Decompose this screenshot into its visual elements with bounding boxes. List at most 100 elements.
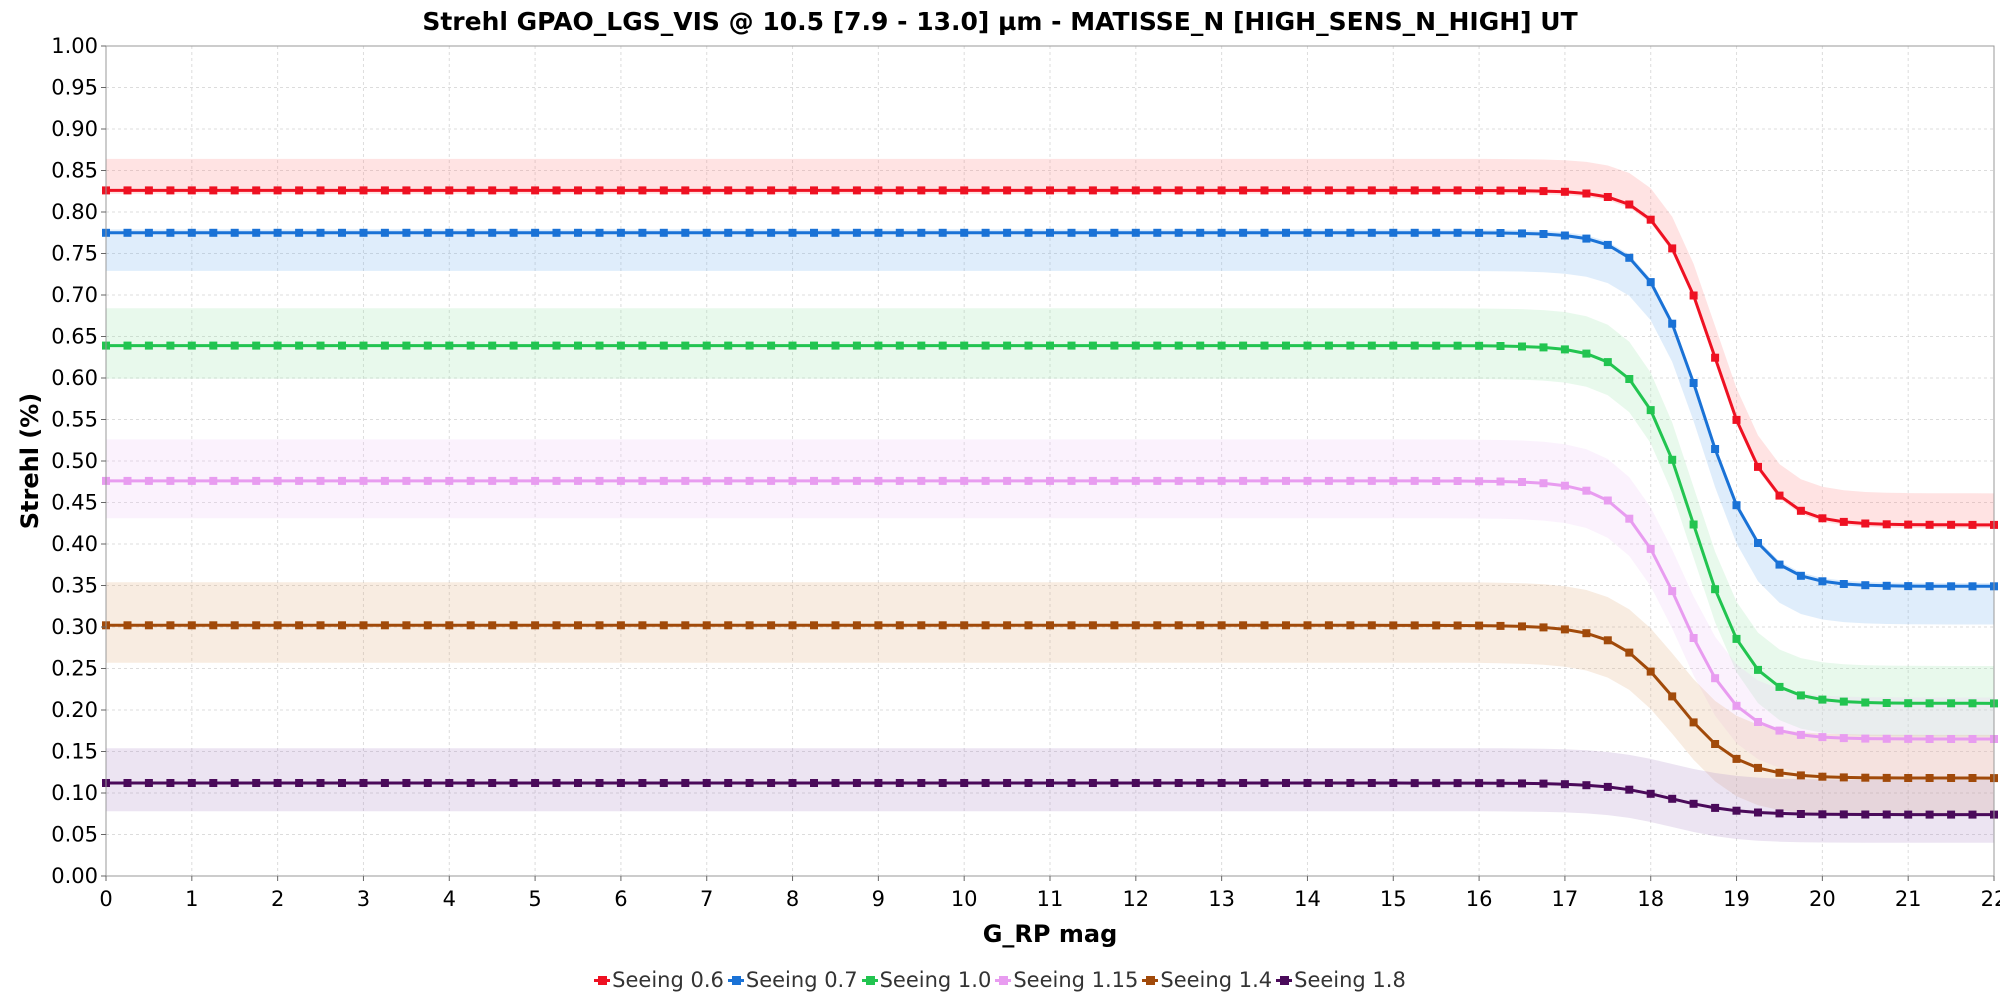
data-point <box>552 341 561 350</box>
data-point <box>466 341 475 350</box>
data-point <box>402 228 411 237</box>
data-point <box>1196 476 1205 485</box>
data-point <box>295 621 304 630</box>
data-point <box>123 186 132 195</box>
data-point <box>531 228 540 237</box>
data-point <box>917 476 926 485</box>
data-point <box>531 476 540 485</box>
y-tick-label: 0.20 <box>51 698 98 722</box>
legend-swatch <box>861 972 878 988</box>
data-point <box>767 228 776 237</box>
data-point <box>1882 699 1891 707</box>
data-point <box>1131 476 1140 485</box>
data-point <box>1046 186 1054 195</box>
data-point <box>1947 520 1956 529</box>
data-point <box>1796 571 1805 580</box>
data-point <box>1839 773 1848 782</box>
data-point <box>295 228 304 237</box>
data-point <box>1389 476 1398 485</box>
data-point <box>1088 779 1097 787</box>
data-point <box>1110 476 1119 485</box>
data-point <box>1560 231 1569 240</box>
data-point <box>1067 228 1076 237</box>
data-point <box>509 476 518 485</box>
data-point <box>123 341 132 350</box>
x-tick-label: 21 <box>1895 887 1922 911</box>
series-markers <box>102 186 1998 819</box>
data-point <box>1904 582 1913 591</box>
data-point <box>1239 341 1248 350</box>
data-point <box>273 779 282 787</box>
legend-item[interactable]: Seeing 0.6 <box>594 968 724 992</box>
data-point <box>1668 319 1677 328</box>
data-point <box>874 186 883 195</box>
data-point <box>338 228 346 237</box>
data-point <box>831 779 840 787</box>
data-point <box>767 186 776 195</box>
data-point <box>1711 740 1720 748</box>
data-point <box>788 228 797 237</box>
data-point <box>316 476 325 485</box>
data-point <box>531 341 540 350</box>
data-point <box>1174 341 1183 350</box>
data-point <box>402 186 411 195</box>
data-point <box>1732 754 1741 763</box>
confidence-band-4 <box>106 582 1994 816</box>
data-point <box>1625 514 1634 523</box>
data-point <box>1839 580 1848 588</box>
data-point <box>423 779 432 787</box>
data-point <box>638 779 647 787</box>
data-point <box>1174 621 1183 630</box>
data-point <box>187 779 196 787</box>
legend-item[interactable]: Seeing 0.7 <box>727 968 858 992</box>
data-point <box>1496 621 1505 630</box>
x-tick-label: 3 <box>357 887 370 911</box>
data-point <box>1131 186 1140 195</box>
data-point <box>445 621 454 630</box>
data-point <box>595 341 604 350</box>
data-point <box>359 186 368 195</box>
legend-item[interactable]: Seeing 1.0 <box>861 968 991 992</box>
y-tick-label: 0.00 <box>51 864 98 888</box>
data-point <box>874 341 883 350</box>
data-point <box>166 779 175 787</box>
data-point <box>1582 234 1591 243</box>
legend-swatch <box>1142 972 1159 988</box>
x-tick-label: 8 <box>786 887 799 911</box>
data-point <box>616 228 625 237</box>
y-tick-label: 0.95 <box>51 76 98 100</box>
data-point <box>1603 636 1612 645</box>
data-point <box>230 186 239 195</box>
data-point <box>724 476 733 485</box>
data-point <box>1861 734 1870 743</box>
data-point <box>1239 476 1248 485</box>
data-point <box>1947 735 1956 743</box>
data-point <box>1003 228 1012 237</box>
data-point <box>1882 810 1891 819</box>
data-point <box>1968 735 1977 743</box>
legend-item[interactable]: Seeing 1.4 <box>1142 968 1272 992</box>
data-point <box>659 779 668 787</box>
legend-item[interactable]: Seeing 1.15 <box>995 968 1138 992</box>
data-point <box>1646 667 1655 676</box>
data-point <box>1196 341 1205 350</box>
data-point <box>209 779 218 787</box>
data-point <box>1518 186 1526 195</box>
data-point <box>1603 193 1612 201</box>
data-point <box>960 186 969 195</box>
data-point <box>574 228 582 237</box>
x-tick-label: 14 <box>1294 887 1321 911</box>
data-point <box>1282 621 1290 630</box>
data-point <box>209 228 218 237</box>
legend-item[interactable]: Seeing 1.8 <box>1276 968 1406 992</box>
data-point <box>1282 186 1290 195</box>
data-point <box>1453 341 1462 350</box>
data-point <box>552 186 561 195</box>
data-point <box>638 476 647 485</box>
data-point <box>702 621 711 630</box>
confidence-band-3 <box>106 439 1994 777</box>
data-point <box>509 621 518 630</box>
data-point <box>1839 810 1848 819</box>
data-point <box>938 228 947 237</box>
data-point <box>681 228 690 237</box>
